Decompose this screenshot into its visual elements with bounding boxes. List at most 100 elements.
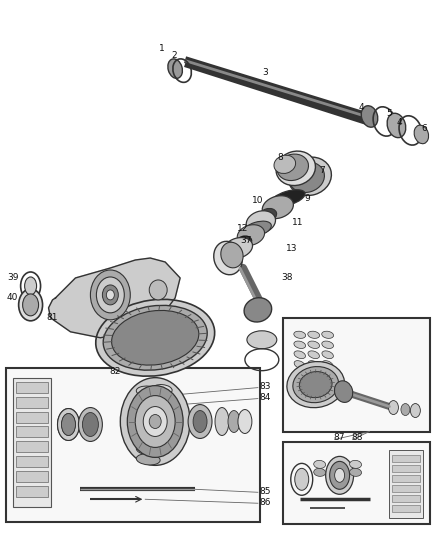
Ellipse shape	[322, 331, 334, 338]
Ellipse shape	[143, 407, 167, 437]
Text: 12: 12	[237, 224, 249, 232]
Text: 3: 3	[262, 68, 268, 77]
Ellipse shape	[322, 351, 333, 359]
Ellipse shape	[61, 414, 75, 435]
Ellipse shape	[322, 341, 333, 349]
Ellipse shape	[237, 225, 265, 246]
Ellipse shape	[271, 190, 305, 207]
Ellipse shape	[350, 469, 361, 477]
Ellipse shape	[276, 151, 315, 185]
Ellipse shape	[221, 242, 243, 268]
Ellipse shape	[78, 408, 102, 441]
Ellipse shape	[96, 300, 215, 376]
Ellipse shape	[410, 403, 420, 417]
Ellipse shape	[61, 414, 75, 435]
Ellipse shape	[238, 409, 252, 433]
Ellipse shape	[57, 409, 79, 440]
Text: 82: 82	[110, 367, 121, 376]
Ellipse shape	[299, 372, 332, 398]
Ellipse shape	[387, 113, 406, 138]
Ellipse shape	[287, 361, 345, 408]
Text: 4: 4	[359, 103, 364, 112]
Ellipse shape	[152, 394, 172, 405]
Bar	[16, 382, 48, 393]
Ellipse shape	[136, 386, 160, 397]
Ellipse shape	[214, 241, 242, 274]
Bar	[16, 471, 48, 482]
Bar	[283, 442, 430, 524]
Text: 4: 4	[397, 118, 402, 127]
Text: 2: 2	[171, 51, 177, 60]
Ellipse shape	[96, 277, 124, 313]
Text: 6: 6	[421, 124, 427, 133]
Ellipse shape	[293, 367, 339, 402]
Ellipse shape	[228, 410, 240, 432]
Ellipse shape	[259, 208, 277, 222]
Ellipse shape	[25, 277, 37, 295]
Bar	[283, 318, 430, 432]
Ellipse shape	[82, 413, 99, 437]
Text: 38: 38	[281, 273, 293, 282]
Text: 10: 10	[252, 196, 264, 205]
Ellipse shape	[308, 341, 320, 349]
Polygon shape	[49, 258, 180, 338]
Text: 9: 9	[305, 193, 311, 203]
Text: 37: 37	[240, 236, 252, 245]
Ellipse shape	[289, 162, 325, 192]
Ellipse shape	[103, 305, 207, 370]
Ellipse shape	[106, 290, 114, 300]
Text: 39: 39	[7, 273, 18, 282]
Ellipse shape	[23, 294, 39, 316]
Ellipse shape	[322, 361, 333, 369]
Ellipse shape	[262, 196, 293, 219]
Ellipse shape	[188, 405, 212, 439]
Ellipse shape	[136, 444, 160, 455]
Text: 40: 40	[7, 293, 18, 302]
Text: 88: 88	[352, 433, 363, 442]
Ellipse shape	[414, 125, 428, 144]
Text: 13: 13	[286, 244, 297, 253]
Bar	[6, 368, 260, 522]
Ellipse shape	[135, 395, 175, 447]
Bar	[16, 426, 48, 438]
Text: 7: 7	[319, 166, 325, 175]
Ellipse shape	[90, 270, 130, 320]
Ellipse shape	[168, 59, 182, 78]
Ellipse shape	[350, 461, 361, 469]
Ellipse shape	[274, 155, 296, 173]
Bar	[16, 456, 48, 467]
Ellipse shape	[401, 403, 410, 416]
Ellipse shape	[295, 469, 309, 490]
Ellipse shape	[308, 331, 320, 338]
Bar	[16, 411, 48, 423]
Ellipse shape	[120, 378, 190, 465]
Ellipse shape	[136, 396, 160, 407]
Text: 83: 83	[259, 382, 271, 391]
Ellipse shape	[57, 409, 79, 440]
Ellipse shape	[314, 461, 325, 469]
Ellipse shape	[314, 469, 325, 477]
Ellipse shape	[112, 310, 199, 365]
Ellipse shape	[236, 236, 252, 248]
Bar	[392, 455, 420, 462]
Ellipse shape	[294, 351, 305, 359]
Text: 84: 84	[259, 393, 271, 402]
Ellipse shape	[308, 361, 319, 369]
Ellipse shape	[127, 385, 183, 457]
Text: 85: 85	[259, 487, 271, 496]
Ellipse shape	[389, 401, 399, 415]
Bar	[392, 495, 420, 502]
Ellipse shape	[223, 238, 253, 259]
Ellipse shape	[246, 211, 276, 233]
Ellipse shape	[326, 456, 353, 494]
Ellipse shape	[330, 462, 350, 489]
Ellipse shape	[277, 154, 308, 181]
Ellipse shape	[19, 289, 42, 321]
Bar	[16, 441, 48, 453]
Ellipse shape	[335, 469, 345, 482]
Ellipse shape	[149, 415, 161, 429]
Bar	[392, 505, 420, 512]
Ellipse shape	[294, 331, 306, 338]
Ellipse shape	[361, 106, 378, 127]
Bar	[16, 397, 48, 408]
